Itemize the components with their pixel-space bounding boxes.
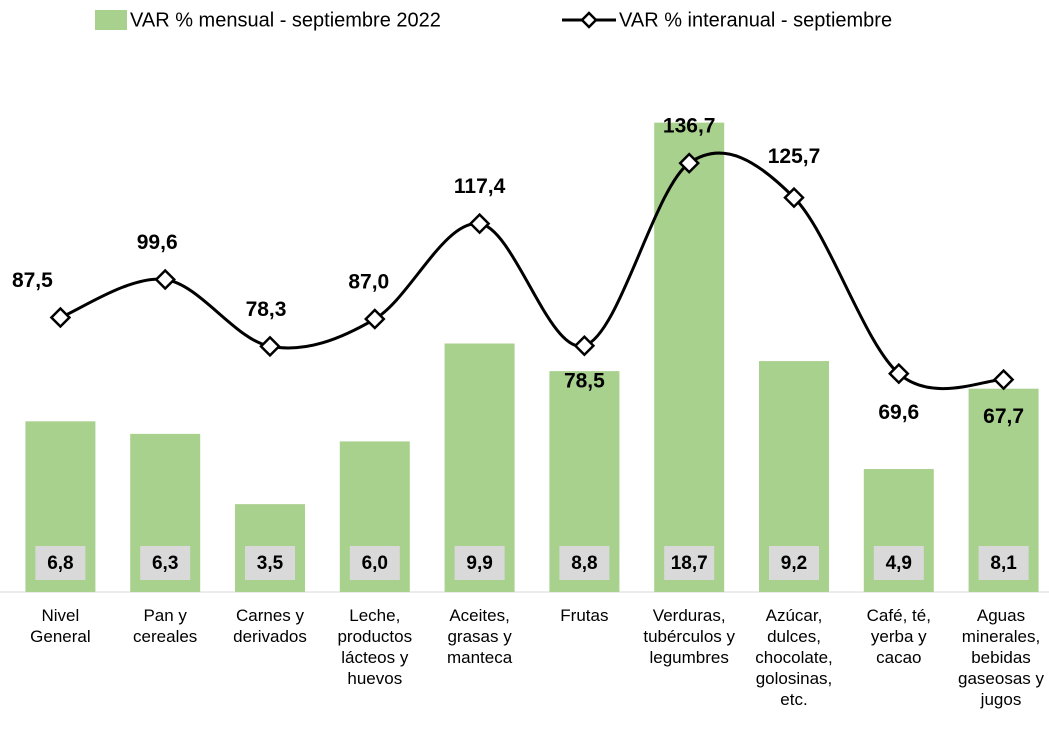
data-label: 87,0 (348, 271, 389, 294)
data-label-box (559, 546, 610, 580)
data-label: 78,5 (564, 369, 605, 392)
data-label: 8,8 (571, 553, 597, 574)
data-label: 99,6 (137, 231, 178, 254)
line-marker (468, 212, 491, 235)
legend-swatch (95, 10, 127, 30)
data-label-box (245, 546, 295, 580)
line-marker (783, 186, 805, 209)
data-label: 125,7 (768, 145, 821, 168)
line (59, 151, 1004, 390)
data-label: 6,3 (152, 553, 178, 574)
data-label-box (454, 546, 505, 580)
line-marker (992, 368, 1015, 391)
line-marker (259, 335, 281, 358)
line-marker (888, 362, 910, 385)
data-label: 4,9 (886, 553, 912, 574)
data-label: 69,6 (878, 401, 919, 424)
data-label-box (664, 546, 715, 580)
data-label: 3,5 (257, 553, 284, 574)
data-label: 18,7 (671, 553, 708, 574)
line-marker (49, 306, 72, 329)
data-label: 78,3 (246, 298, 287, 321)
data-label-box (873, 546, 924, 580)
data-label: 9,2 (781, 553, 807, 574)
data-label: 9,9 (466, 553, 492, 574)
x-tick-label: Pan y cereales (133, 606, 198, 646)
x-tick-label: Aguas minerales, bebidas gaseosas y jugo… (958, 606, 1044, 709)
data-label: 87,5 (12, 269, 53, 292)
legend-label: VAR % interanual - septiembre (619, 9, 892, 31)
x-tick-label: Azúcar, dulces, chocolate, golosinas, et… (755, 606, 833, 709)
line-marker (364, 308, 386, 330)
data-label: 136,7 (663, 115, 716, 138)
data-label-box (349, 546, 400, 580)
x-tick-label: Aceites, grasas y manteca (446, 606, 513, 667)
data-label-box (978, 546, 1029, 580)
legend-label: VAR % mensual - septiembre 2022 (130, 9, 441, 31)
x-tick-label: Leche, productos lácteos y huevos (337, 606, 413, 688)
x-tick-label: Café, té, yerba y cacao (866, 606, 931, 667)
data-label: 67,7 (983, 405, 1024, 428)
x-tick-label: Carnes y derivados (233, 606, 307, 646)
line-marker (154, 268, 176, 291)
x-tick-label: Frutas (560, 606, 609, 625)
legend-marker (580, 11, 598, 29)
x-tick-label: Nivel General (30, 606, 91, 646)
data-label: 117,4 (454, 175, 506, 198)
x-tick-label: Verduras, tubérculos y legumbres (643, 606, 736, 667)
data-label: 8,1 (990, 553, 1017, 574)
data-label: 6,8 (47, 553, 73, 574)
data-label-box (769, 546, 819, 580)
line-marker (678, 152, 700, 174)
data-label: 6,0 (362, 553, 388, 574)
line-marker (573, 334, 596, 357)
data-label-box (140, 546, 191, 580)
bar (654, 122, 725, 592)
data-label-box (35, 546, 86, 580)
